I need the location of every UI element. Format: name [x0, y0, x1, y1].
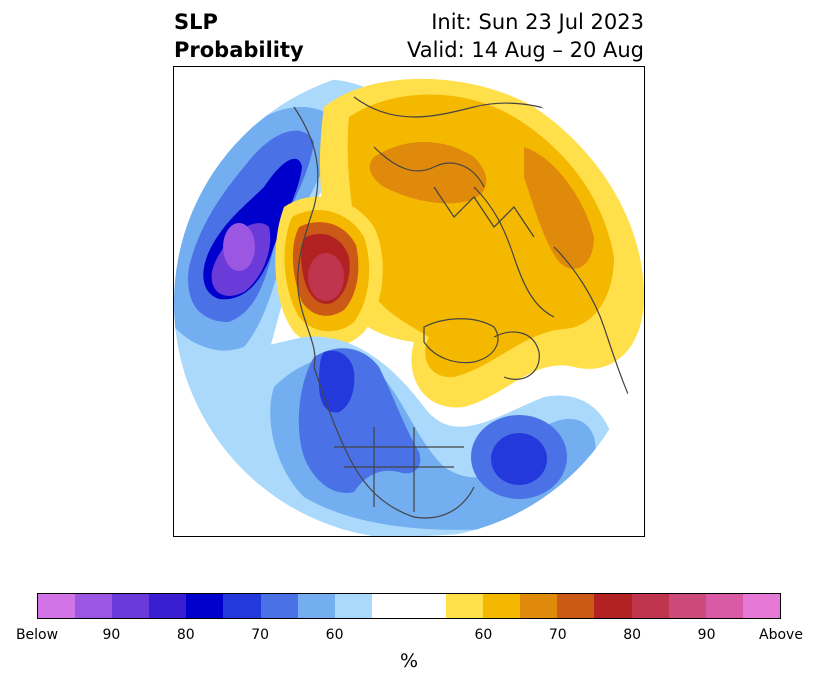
colorbar-swatch: [408, 594, 447, 618]
colorbar-swatch: [668, 594, 706, 618]
colorbar-swatch: [446, 594, 484, 618]
colorbar-tick-label: 60: [325, 627, 344, 643]
colorbar-swatch: [631, 594, 669, 618]
colorbar-swatch: [186, 594, 224, 618]
colorbar-swatch: [705, 594, 743, 618]
colorbar-unit: %: [399, 650, 419, 672]
colorbar-swatch: [371, 594, 409, 618]
colorbar-tick-label: 90: [102, 627, 121, 643]
map-panel: [173, 66, 645, 537]
colorbar-swatch: [75, 594, 113, 618]
colorbar-swatch: [297, 594, 335, 618]
title-variable: SLP: [174, 10, 218, 34]
colorbar-tick-label: 80: [176, 627, 195, 643]
title-left: SLP Probability: [174, 8, 304, 64]
colorbar-swatch: [260, 594, 298, 618]
colorbar-tick-label: 70: [548, 627, 567, 643]
colorbar-tick-label: 70: [251, 627, 270, 643]
init-date: Init: Sun 23 Jul 2023: [431, 10, 644, 34]
colorbar-swatch: [557, 594, 595, 618]
colorbar-tick-label: 60: [474, 627, 493, 643]
valid-range: Valid: 14 Aug – 20 Aug: [406, 38, 644, 62]
colorbar-swatch: [520, 594, 558, 618]
atlantic-low-85: [491, 433, 547, 485]
colorbar-swatch: [742, 594, 780, 618]
colorbar-swatch: [112, 594, 150, 618]
east-asia-high-75: [524, 147, 594, 269]
colorbar: [37, 593, 781, 619]
pacific-low-core: [223, 223, 255, 271]
colorbar-swatch: [483, 594, 521, 618]
colorbar-swatch: [38, 594, 76, 618]
colorbar-swatch: [334, 594, 372, 618]
colorbar-tick-label: Above: [759, 627, 803, 643]
eurasia-high-75: [369, 142, 487, 204]
probability-map: [174, 67, 644, 536]
colorbar-swatch: [223, 594, 261, 618]
title-product: Probability: [174, 38, 304, 62]
namerica-low-85: [319, 350, 355, 413]
colorbar-tick-label: 90: [697, 627, 716, 643]
title-right: Init: Sun 23 Jul 2023 Valid: 14 Aug – 20…: [407, 8, 644, 64]
colorbar-swatch: [149, 594, 187, 618]
colorbar-swatch: [594, 594, 632, 618]
bering-high-core: [308, 253, 344, 301]
colorbar-tick-label: 80: [623, 627, 642, 643]
colorbar-tick-label: Below: [15, 627, 59, 643]
